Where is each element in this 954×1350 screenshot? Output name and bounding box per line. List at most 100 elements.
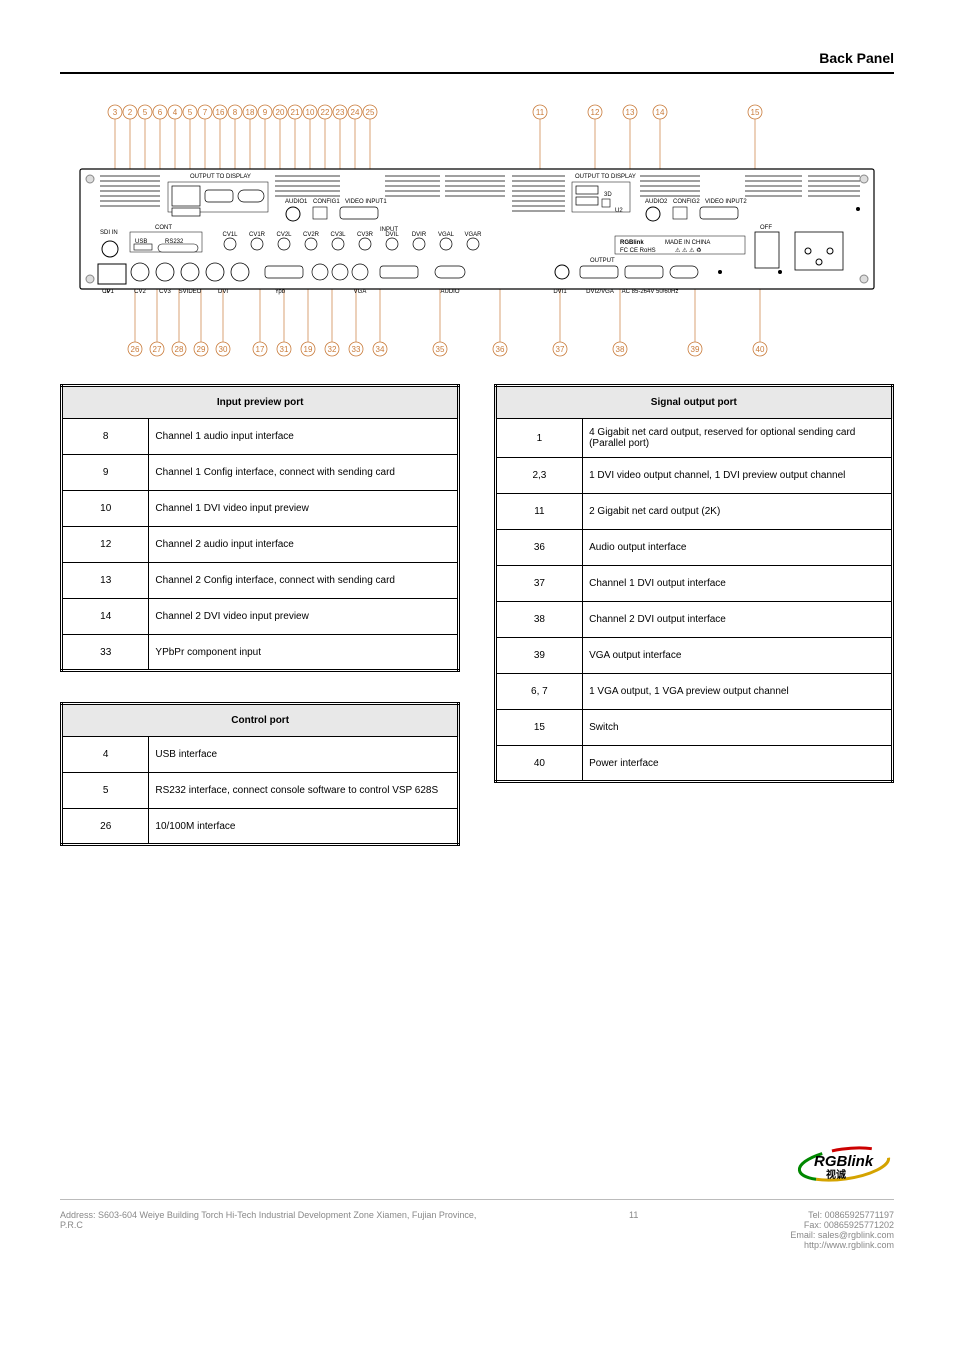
svg-text:26: 26	[131, 345, 140, 354]
table-cell-num: 37	[495, 566, 582, 602]
svg-text:33: 33	[352, 345, 361, 354]
svg-text:OFF: OFF	[760, 225, 772, 231]
table-control-port: Control port 4USB interface5RS232 interf…	[60, 702, 460, 846]
table-cell-desc: Channel 2 audio input interface	[149, 527, 459, 563]
table-cell-num: 8	[62, 419, 149, 455]
table-cell-num: 6, 7	[495, 674, 582, 710]
rgblink-logo: RGBlink 视诚	[794, 1144, 894, 1189]
table-cell-desc: Channel 1 audio input interface	[149, 419, 459, 455]
page-number: 11	[614, 1210, 654, 1250]
table-cell-desc: Channel 2 DVI video input preview	[149, 599, 459, 635]
table-cell-desc: Channel 2 DVI output interface	[583, 602, 893, 638]
svg-text:DVIR: DVIR	[412, 232, 427, 238]
table2-title: Control port	[62, 704, 459, 737]
svg-text:23: 23	[336, 108, 345, 117]
table-cell-desc: Channel 1 DVI video input preview	[149, 491, 459, 527]
svg-text:7: 7	[203, 108, 208, 117]
svg-text:32: 32	[328, 345, 337, 354]
svg-text:RGBlink: RGBlink	[814, 1153, 874, 1170]
svg-text:28: 28	[175, 345, 184, 354]
table-cell-num: 39	[495, 638, 582, 674]
table-input-preview: Input preview port 8Channel 1 audio inpu…	[60, 384, 460, 672]
table-cell-num: 4	[62, 737, 149, 773]
title-bar: Back Panel	[60, 50, 894, 74]
svg-text:37: 37	[556, 345, 565, 354]
tables-row: Input preview port 8Channel 1 audio inpu…	[60, 384, 894, 876]
svg-text:21: 21	[291, 108, 300, 117]
table-cell-desc: RS232 interface, connect console softwar…	[149, 773, 459, 809]
table-cell-desc: 1 DVI video output channel, 1 DVI previe…	[583, 458, 893, 494]
svg-text:25: 25	[366, 108, 375, 117]
svg-text:OUTPUT TO DISPLAY: OUTPUT TO DISPLAY	[575, 174, 636, 180]
svg-text:AUDIO: AUDIO	[440, 289, 459, 295]
svg-text:9: 9	[263, 108, 268, 117]
svg-text:U2: U2	[615, 208, 623, 214]
table-cell-num: 2,3	[495, 458, 582, 494]
svg-text:31: 31	[280, 345, 289, 354]
rear-panel-diagram: 3256457168189202110222324251112131415 26…	[60, 94, 894, 364]
svg-text:4: 4	[173, 108, 178, 117]
table-cell-desc: Channel 1 DVI output interface	[583, 566, 893, 602]
svg-text:12: 12	[591, 108, 600, 117]
svg-text:AUDIO1: AUDIO1	[285, 199, 308, 205]
footer-line: RGBlink 视诚	[60, 1199, 894, 1200]
svg-text:38: 38	[616, 345, 625, 354]
svg-text:27: 27	[153, 345, 162, 354]
svg-text:11: 11	[536, 108, 545, 117]
footer-text: Address: S603-604 Weiye Building Torch H…	[60, 1210, 894, 1250]
svg-text:⚠ ⚠ ⚠ ♻: ⚠ ⚠ ⚠ ♻	[675, 247, 702, 254]
table-cell-num: 9	[62, 455, 149, 491]
table-cell-num: 26	[62, 809, 149, 845]
svg-text:36: 36	[496, 345, 505, 354]
table-cell-num: 36	[495, 530, 582, 566]
svg-text:20: 20	[276, 108, 285, 117]
svg-text:34: 34	[376, 345, 385, 354]
svg-text:VIDEO INPUT2: VIDEO INPUT2	[705, 199, 747, 205]
svg-text:CONFIG1: CONFIG1	[313, 199, 340, 205]
svg-text:CV3: CV3	[159, 289, 171, 295]
svg-text:22: 22	[321, 108, 330, 117]
svg-text:CV1R: CV1R	[249, 232, 266, 238]
table-cell-desc: Audio output interface	[583, 530, 893, 566]
table-cell-num: 5	[62, 773, 149, 809]
svg-text:16: 16	[216, 108, 225, 117]
table-cell-num: 1	[495, 419, 582, 458]
table-signal-output: Signal output port 14 Gigabit net card o…	[494, 384, 894, 783]
svg-text:OUTPUT: OUTPUT	[590, 258, 615, 264]
svg-text:24: 24	[351, 108, 360, 117]
table-cell-num: 13	[62, 563, 149, 599]
svg-text:39: 39	[691, 345, 700, 354]
svg-text:CONFIG2: CONFIG2	[673, 199, 700, 205]
svg-text:40: 40	[756, 345, 765, 354]
table-cell-num: 14	[62, 599, 149, 635]
svg-text:3D: 3D	[604, 192, 612, 198]
table-cell-desc: USB interface	[149, 737, 459, 773]
svg-text:DVI1: DVI1	[553, 289, 567, 295]
table-cell-num: 15	[495, 710, 582, 746]
table-cell-num: 40	[495, 746, 582, 782]
svg-text:视诚: 视诚	[826, 1168, 846, 1181]
table-cell-num: 38	[495, 602, 582, 638]
svg-text:35: 35	[436, 345, 445, 354]
svg-text:30: 30	[219, 345, 228, 354]
svg-text:FC CE RoHS: FC CE RoHS	[620, 248, 656, 254]
svg-text:SDI IN: SDI IN	[100, 230, 118, 236]
table-cell-desc: Power interface	[583, 746, 893, 782]
table3-title: Signal output port	[495, 386, 892, 419]
svg-text:VGAR: VGAR	[464, 232, 482, 238]
svg-text:17: 17	[256, 345, 265, 354]
svg-text:AC 85-264V 50/60Hz: AC 85-264V 50/60Hz	[622, 289, 679, 295]
svg-text:19: 19	[304, 345, 313, 354]
svg-text:CV3R: CV3R	[357, 232, 374, 238]
svg-text:14: 14	[656, 108, 665, 117]
table-cell-desc: Channel 1 Config interface, connect with…	[149, 455, 459, 491]
svg-text:VIDEO INPUT1: VIDEO INPUT1	[345, 199, 387, 205]
table-cell-desc: 4 Gigabit net card output, reserved for …	[583, 419, 893, 458]
table-cell-desc: 10/100M interface	[149, 809, 459, 845]
table-cell-num: 33	[62, 635, 149, 671]
svg-text:29: 29	[197, 345, 206, 354]
svg-text:CV1: CV1	[102, 289, 114, 295]
table-cell-num: 11	[495, 494, 582, 530]
label-output-display-1: OUTPUT TO DISPLAY	[190, 174, 251, 180]
svg-text:3: 3	[113, 108, 118, 117]
